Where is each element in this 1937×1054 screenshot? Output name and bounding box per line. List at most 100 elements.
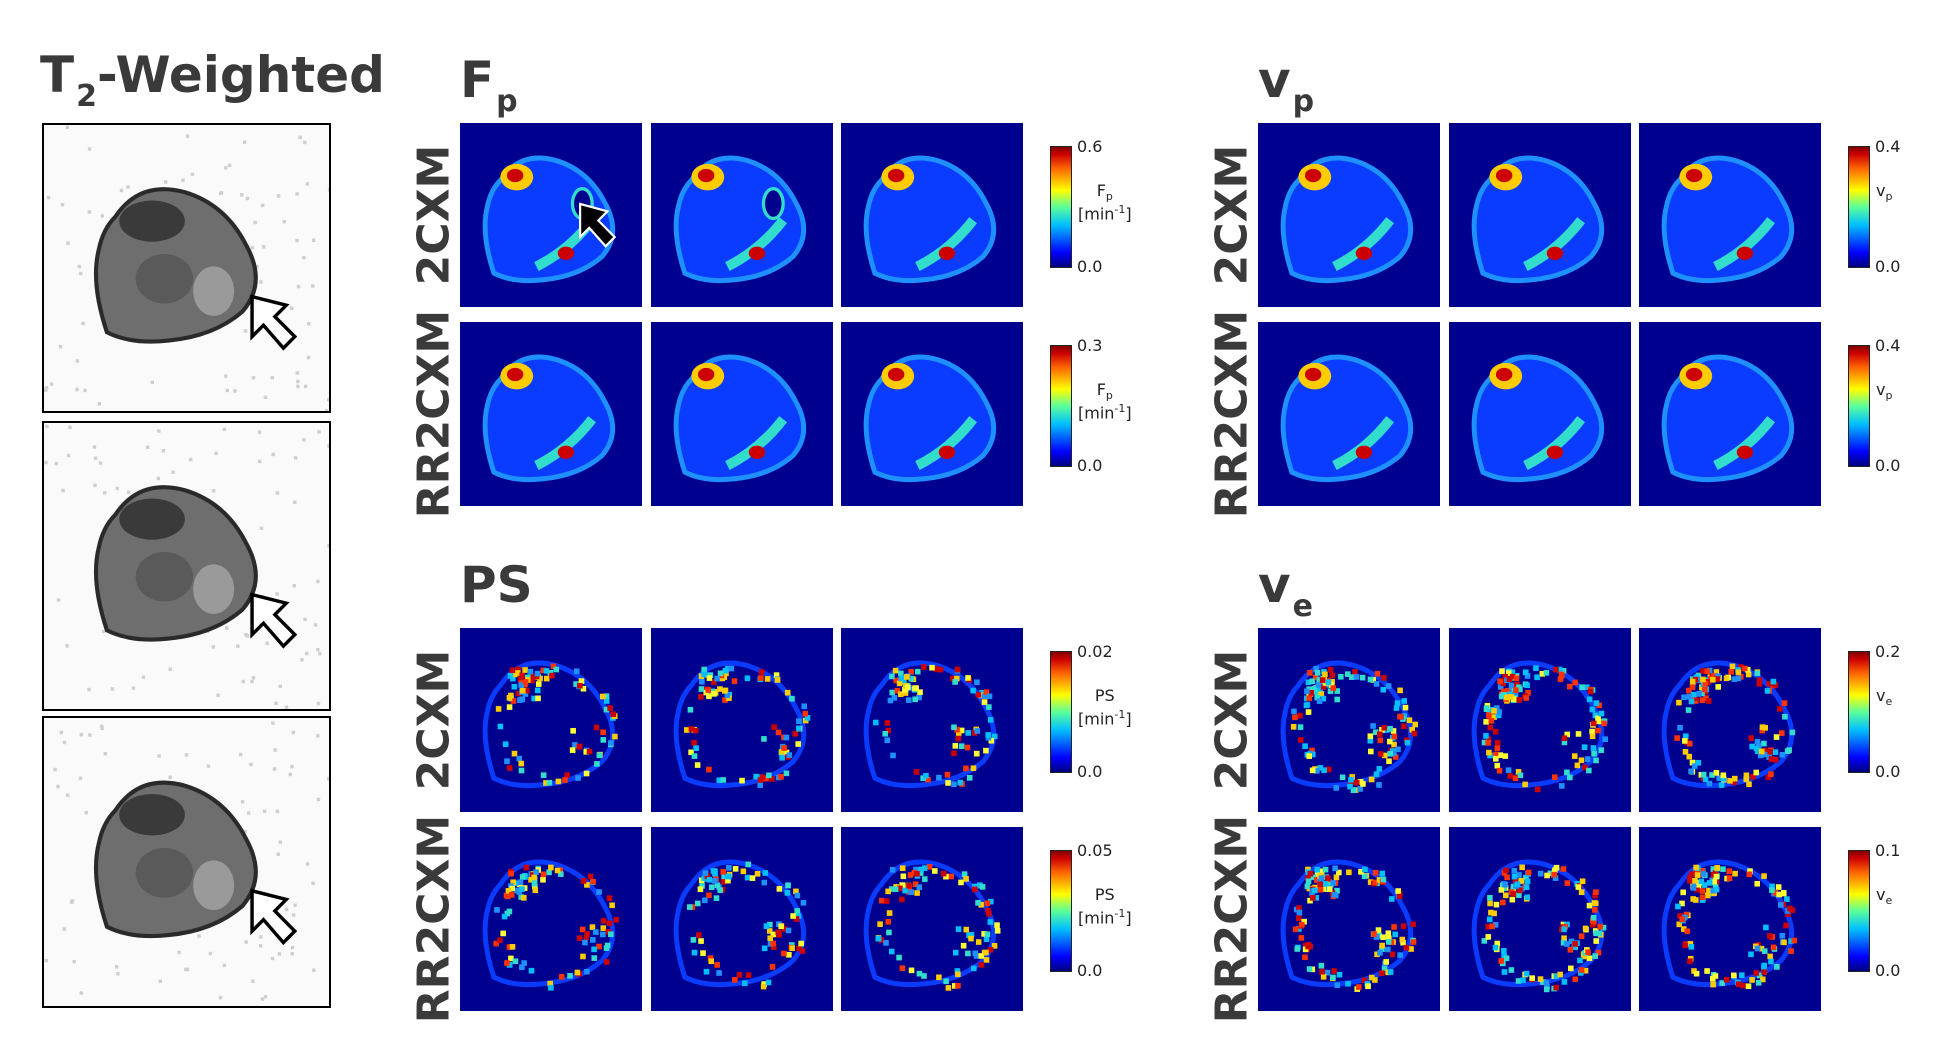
- colorbar: [1050, 345, 1072, 467]
- panel-title-main: F: [460, 51, 495, 109]
- colorbar: [1848, 345, 1870, 467]
- colorbar-unit: [min: [1078, 204, 1115, 224]
- colorbar-label: ve: [1876, 885, 1892, 907]
- colorbar-name: v: [1876, 181, 1886, 200]
- parameter-map: [1449, 628, 1631, 812]
- panel-title-main: v: [1258, 51, 1291, 109]
- colorbar-max: 0.4: [1875, 137, 1901, 156]
- colorbar-unit: [min: [1078, 403, 1115, 423]
- parameter-map: [1639, 827, 1821, 1011]
- colorbar-name-subscript: p: [1105, 389, 1113, 403]
- colorbar-unit-exponent: -1: [1114, 907, 1126, 921]
- parameter-map: [841, 123, 1023, 307]
- row-label: RR2CXM: [408, 309, 460, 519]
- t2-image-frame: [42, 123, 331, 413]
- colorbar-label: vp: [1876, 181, 1892, 203]
- colorbar-name-subscript: p: [1105, 190, 1113, 204]
- row-label: RR2CXM: [408, 814, 460, 1024]
- colorbar: [1848, 850, 1870, 972]
- row-label: 2CXM: [1206, 649, 1258, 791]
- parameter-map: [1639, 322, 1821, 506]
- colorbar-min: 0.0: [1077, 762, 1103, 781]
- t2-title-subscript: 2: [76, 79, 97, 114]
- panel-title-subscript: e: [1292, 589, 1313, 624]
- colorbar-min: 0.0: [1875, 456, 1901, 475]
- colorbar-unit-end: ]: [1125, 709, 1132, 729]
- t2-title-main: T: [40, 46, 75, 104]
- colorbar-label: vp: [1876, 380, 1892, 402]
- colorbar-label: Fp [min-1]: [1078, 181, 1132, 224]
- panel-title-subscript: p: [496, 84, 518, 119]
- parameter-map: [1258, 322, 1440, 506]
- t2-image: [44, 125, 329, 411]
- panel-title-main: PS: [460, 556, 533, 614]
- t2-image: [44, 424, 329, 709]
- colorbar-label: Fp [min-1]: [1078, 380, 1132, 423]
- t2-title: T2-Weighted: [40, 50, 385, 112]
- colorbar-unit: [min: [1078, 709, 1115, 729]
- black-arrow-icon: [579, 202, 617, 248]
- panel-title-subscript: p: [1292, 84, 1315, 119]
- colorbar-name-subscript: e: [1885, 695, 1893, 709]
- colorbar-max: 0.6: [1077, 137, 1103, 156]
- t2-title-suffix: -Weighted: [96, 46, 385, 104]
- colorbar-min: 0.0: [1875, 961, 1901, 980]
- colorbar: [1848, 651, 1870, 773]
- parameter-map: [1639, 628, 1821, 812]
- colorbar-name: v: [1876, 686, 1886, 705]
- parameter-map: [1258, 827, 1440, 1011]
- colorbar-max: 0.02: [1077, 642, 1113, 661]
- colorbar-name: v: [1876, 380, 1886, 399]
- colorbar-unit-exponent: -1: [1114, 708, 1126, 722]
- colorbar-unit-end: ]: [1125, 403, 1132, 423]
- parameter-map: [1639, 123, 1821, 307]
- parameter-map: [1449, 322, 1631, 506]
- colorbar-label: PS [min-1]: [1078, 885, 1132, 928]
- parameter-map: [1449, 827, 1631, 1011]
- colorbar: [1050, 651, 1072, 773]
- colorbar-max: 0.1: [1875, 841, 1901, 860]
- parameter-map: [1258, 123, 1440, 307]
- colorbar-max: 0.05: [1077, 841, 1113, 860]
- panel-title: ve: [1258, 560, 1313, 622]
- colorbar-min: 0.0: [1077, 257, 1103, 276]
- parameter-map: [460, 123, 642, 307]
- colorbar-unit-exponent: -1: [1114, 402, 1126, 416]
- parameter-map: [651, 322, 833, 506]
- parameter-map: [460, 628, 642, 812]
- parameter-map: [841, 827, 1023, 1011]
- colorbar-unit-end: ]: [1125, 908, 1132, 928]
- colorbar-unit-exponent: -1: [1114, 203, 1126, 217]
- colorbar-unit-end: ]: [1125, 204, 1132, 224]
- colorbar-name-subscript: p: [1885, 389, 1893, 403]
- row-label: 2CXM: [408, 144, 460, 286]
- parameter-map: [651, 827, 833, 1011]
- colorbar-name-subscript: e: [1885, 894, 1893, 908]
- colorbar: [1848, 146, 1870, 268]
- parameter-map: [1449, 123, 1631, 307]
- white-arrow-icon: [250, 888, 298, 946]
- row-label: RR2CXM: [1206, 309, 1258, 519]
- colorbar-unit: [min: [1078, 908, 1115, 928]
- colorbar-label: ve: [1876, 686, 1892, 708]
- t2-image-frame: [42, 421, 331, 711]
- t2-image: [44, 721, 329, 1001]
- parameter-map: [651, 123, 833, 307]
- colorbar-label: PS [min-1]: [1078, 686, 1132, 729]
- white-arrow-icon: [250, 592, 298, 649]
- parameter-map: [841, 322, 1023, 506]
- parameter-map: [841, 628, 1023, 812]
- row-label: RR2CXM: [1206, 814, 1258, 1024]
- colorbar-min: 0.0: [1875, 257, 1901, 276]
- colorbar-name: F: [1096, 181, 1106, 200]
- colorbar-min: 0.0: [1077, 961, 1103, 980]
- colorbar-name: v: [1876, 885, 1886, 904]
- row-label: 2CXM: [408, 649, 460, 791]
- parameter-map: [460, 827, 642, 1011]
- panel-title: Fp: [460, 55, 518, 117]
- colorbar: [1050, 850, 1072, 972]
- panel-title-main: v: [1258, 556, 1291, 614]
- colorbar-name: PS: [1094, 686, 1115, 705]
- colorbar-name-subscript: p: [1885, 190, 1893, 204]
- t2-image-frame: [42, 716, 331, 1008]
